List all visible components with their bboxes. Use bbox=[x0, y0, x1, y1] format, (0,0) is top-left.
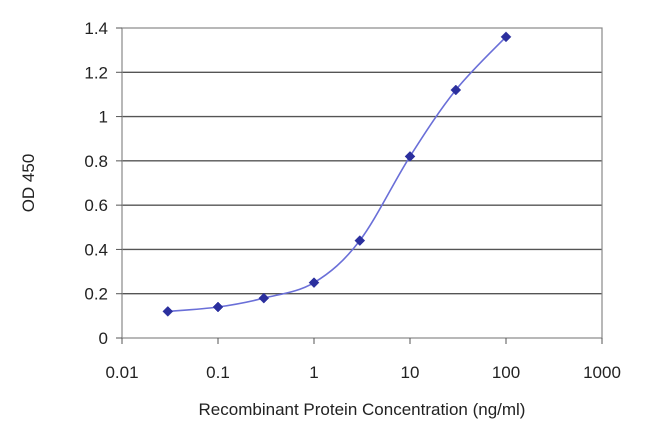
x-axis-title: Recombinant Protein Concentration (ng/ml… bbox=[199, 400, 526, 419]
data-point bbox=[162, 306, 174, 317]
y-tick-label: 0.4 bbox=[84, 240, 108, 259]
x-tick-label: 10 bbox=[401, 363, 420, 382]
y-axis-title: OD 450 bbox=[19, 154, 38, 213]
y-tick-label: 1 bbox=[99, 108, 108, 127]
data-point bbox=[258, 292, 270, 304]
data-point bbox=[308, 277, 320, 288]
data-point bbox=[450, 84, 462, 96]
y-axis: 0 0.2 0.4 0.6 0.8 1 1.2 1.4 bbox=[84, 19, 122, 348]
y-tick-label: 0 bbox=[99, 329, 108, 348]
y-tick-label: 0.8 bbox=[84, 152, 108, 171]
data-points bbox=[162, 31, 512, 317]
x-tick-label: 1 bbox=[309, 363, 318, 382]
x-tick-label: 0.1 bbox=[206, 363, 230, 382]
x-tick-label: 1000 bbox=[583, 363, 621, 382]
grid-lines bbox=[122, 71, 602, 295]
y-tick-label: 1.2 bbox=[84, 63, 108, 82]
y-tick-label: 0.6 bbox=[84, 196, 108, 215]
data-point bbox=[212, 301, 224, 313]
x-tick-label: 100 bbox=[492, 363, 520, 382]
data-point bbox=[354, 235, 366, 246]
y-tick-label: 1.4 bbox=[84, 19, 108, 38]
plot-area-frame bbox=[121, 27, 603, 339]
series-line bbox=[167, 36, 507, 313]
x-tick-label: 0.01 bbox=[105, 363, 138, 382]
x-axis: 0.01 0.1 1 10 100 1000 bbox=[105, 338, 621, 382]
data-point bbox=[404, 151, 416, 162]
data-point bbox=[500, 31, 512, 43]
y-tick-label: 0.2 bbox=[84, 285, 108, 304]
